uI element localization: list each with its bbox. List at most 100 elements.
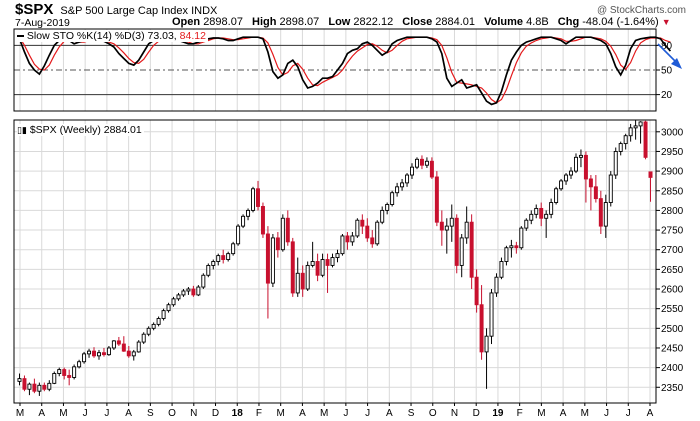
- candle-body: [489, 292, 494, 337]
- candle-body: [419, 158, 424, 166]
- price-tick-label: 2950: [661, 147, 684, 158]
- x-tick-label: S: [147, 408, 154, 419]
- candle-body: [514, 245, 519, 249]
- candle-body: [42, 384, 47, 390]
- candle-body: [375, 221, 380, 245]
- symbol-title: $SPX: [15, 1, 54, 18]
- candle-body: [385, 204, 390, 211]
- volume-value: 4.8B: [526, 16, 549, 28]
- candle-body: [236, 225, 241, 245]
- candlestick-legend-icon: ▯▮: [17, 125, 27, 135]
- watermark: @ StockCharts.com: [596, 5, 686, 16]
- candle-body: [509, 245, 514, 249]
- low-value: 2822.12: [353, 16, 394, 28]
- x-tick-label: J: [604, 408, 609, 419]
- candle-body: [171, 298, 176, 306]
- candle-body: [449, 217, 454, 227]
- candle-body: [290, 241, 295, 294]
- candle-body: [429, 160, 434, 178]
- x-tick-label: M: [16, 408, 24, 419]
- candle-body: [196, 286, 201, 296]
- x-tick-label: A: [38, 408, 45, 419]
- candle-body: [519, 227, 524, 249]
- x-tick-label: M: [537, 408, 545, 419]
- price-tick-label: 2350: [661, 383, 684, 394]
- candle-body: [424, 160, 429, 166]
- candle-body: [295, 272, 300, 294]
- candle-body: [320, 259, 325, 276]
- candle-body: [305, 264, 310, 290]
- candle-body: [176, 294, 181, 300]
- candle-body: [494, 276, 499, 294]
- candle-body: [410, 166, 415, 176]
- candle-body: [300, 272, 305, 290]
- candle-body: [365, 225, 370, 239]
- candle-body: [504, 247, 509, 262]
- x-tick-label: A: [299, 408, 306, 419]
- candle-body: [479, 304, 484, 353]
- candle-body: [484, 335, 489, 353]
- candle-body: [608, 174, 613, 203]
- candle-body: [52, 373, 57, 384]
- candle-body: [623, 135, 628, 145]
- candle-body: [355, 219, 360, 237]
- candle-body: [524, 219, 529, 229]
- candle-body: [325, 259, 330, 266]
- price-panel-frame: [13, 119, 657, 404]
- x-tick-label: A: [647, 408, 654, 419]
- candle-body: [181, 290, 186, 296]
- candle-body: [414, 158, 419, 168]
- candle-body: [598, 198, 603, 227]
- candle-body: [310, 261, 315, 266]
- x-axis-ticks: M A M J J A S O N D 18 F M A M J J A S O N D 19 F M A M J J A: [16, 403, 654, 419]
- candle-body: [201, 274, 206, 288]
- candle-body: [231, 243, 236, 255]
- candle-body: [340, 235, 345, 255]
- price-tick-label: 2800: [661, 206, 684, 217]
- candle-body: [573, 156, 578, 172]
- candle-body: [638, 121, 643, 127]
- candle-body: [141, 333, 146, 343]
- candle-body: [529, 213, 534, 221]
- open-value: 2898.07: [203, 16, 243, 28]
- candle-body: [206, 264, 211, 276]
- candle-body: [57, 369, 62, 374]
- price-grid: [14, 120, 656, 403]
- x-tick-label: A: [125, 408, 132, 419]
- x-tick-label: A: [560, 408, 567, 419]
- candle-body: [444, 225, 449, 231]
- candle-body: [454, 217, 459, 266]
- candle-body: [434, 176, 439, 223]
- stochastic-lines: [18, 36, 672, 106]
- stochastic-grid: [14, 29, 656, 111]
- index-name: S&P 500 Large Cap Index INDX: [60, 5, 218, 17]
- candle-body: [439, 221, 444, 231]
- candle-body: [564, 174, 569, 182]
- candle-body: [469, 221, 474, 278]
- candle-body: [549, 202, 554, 215]
- candle-body: [285, 217, 290, 243]
- candle-body: [569, 170, 574, 176]
- candle-body: [315, 261, 320, 276]
- candle-body: [101, 352, 106, 356]
- x-tick-label: O: [168, 408, 176, 419]
- candle-body: [251, 188, 256, 211]
- price-tick-label: 2600: [661, 285, 684, 296]
- stochastic-panel-frame: [13, 28, 657, 112]
- candle-body: [226, 253, 231, 260]
- candlesticks: [17, 120, 653, 396]
- candle-body: [156, 318, 161, 325]
- stochastic-legend-label: Slow STO %K(14) %D(3): [26, 30, 145, 42]
- candle-body: [643, 121, 648, 158]
- x-tick-label: D: [212, 408, 219, 419]
- candle-body: [72, 366, 77, 378]
- candle-body: [578, 154, 583, 158]
- price-y-ticks: 2350 2400 2450 2500 2550 2600 2650 2700 2750 2800…: [656, 127, 684, 394]
- stochastic-line-d: [18, 36, 671, 104]
- candle-body: [47, 382, 52, 390]
- x-tick-label: F: [517, 408, 523, 419]
- arrow-head-icon: [671, 58, 682, 69]
- candle-body: [136, 341, 141, 353]
- candle-body: [360, 219, 365, 227]
